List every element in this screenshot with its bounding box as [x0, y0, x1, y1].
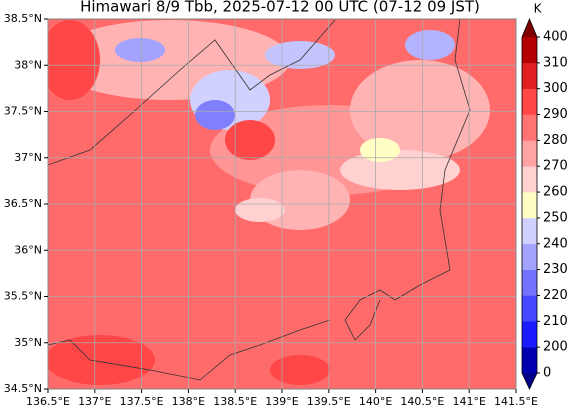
colorbar-tick-label: 290	[543, 107, 568, 122]
colorbar-over	[522, 19, 537, 37]
x-tick-label: 139°E	[265, 395, 298, 408]
colorbar-segment	[522, 217, 537, 245]
colorbar-tick-label: 400	[543, 30, 568, 45]
x-tick-label: 139.5°E	[307, 395, 351, 408]
y-tick-label: 38.5°N	[4, 12, 42, 25]
colorbar-tick-label: 310	[543, 55, 568, 70]
x-tick-label: 140.5°E	[400, 395, 444, 408]
colorbar-segment	[522, 347, 537, 374]
colorbar-tick-label: 210	[543, 314, 568, 329]
colorbar-under	[522, 373, 537, 389]
colorbar-segment	[522, 295, 537, 322]
colorbar-segment	[522, 88, 537, 115]
x-tick-label: 137°E	[78, 395, 111, 408]
y-tick-label: 37°N	[14, 151, 42, 164]
x-tick-label: 137.5°E	[120, 395, 164, 408]
colorbar-segment	[522, 114, 537, 141]
colorbar-tick-label: 280	[543, 133, 568, 148]
x-tick-label: 140°E	[359, 395, 392, 408]
colorbar-segment	[522, 269, 537, 296]
y-tick-label: 35°N	[14, 336, 42, 349]
colorbar-tick-label: 260	[543, 185, 568, 200]
x-tick-label: 138°E	[172, 395, 205, 408]
colorbar-segment	[522, 321, 537, 348]
x-tick-label: 141.5°E	[494, 395, 538, 408]
colorbar-tick-label: 220	[543, 288, 568, 303]
y-tick-label: 36.5°N	[4, 197, 42, 210]
colorbar-segment	[522, 140, 537, 167]
y-tick-label: 37.5°N	[4, 105, 42, 118]
colorbar-tick-label: 240	[543, 236, 568, 251]
colorbar-tick-label: 230	[543, 262, 568, 277]
colorbar-segment	[522, 192, 537, 219]
colorbar-tick-label: 270	[543, 159, 568, 174]
y-tick-label: 38°N	[14, 58, 42, 71]
colorbar-segment	[522, 243, 537, 270]
colorbar-tick-label: 200	[543, 340, 568, 355]
x-tick-label: 138.5°E	[213, 395, 257, 408]
map-title: Himawari 8/9 Tbb, 2025-07-12 00 UTC (07-…	[80, 0, 480, 16]
y-tick-label: 36°N	[14, 243, 42, 256]
x-tick-label: 141°E	[452, 395, 485, 408]
colorbar-label: K	[534, 2, 543, 16]
y-tick-label: 35.5°N	[4, 290, 42, 303]
x-tick-label: 136.5°E	[26, 395, 70, 408]
colorbar-segment	[522, 166, 537, 193]
colorbar-tick-label: 0	[543, 366, 551, 381]
colorbar-tick-label: 300	[543, 81, 568, 96]
y-tick-label: 34.5°N	[4, 382, 42, 395]
colorbar-segment	[522, 37, 537, 64]
colorbar-tick-label: 250	[543, 210, 568, 225]
colorbar-segment	[522, 62, 537, 89]
